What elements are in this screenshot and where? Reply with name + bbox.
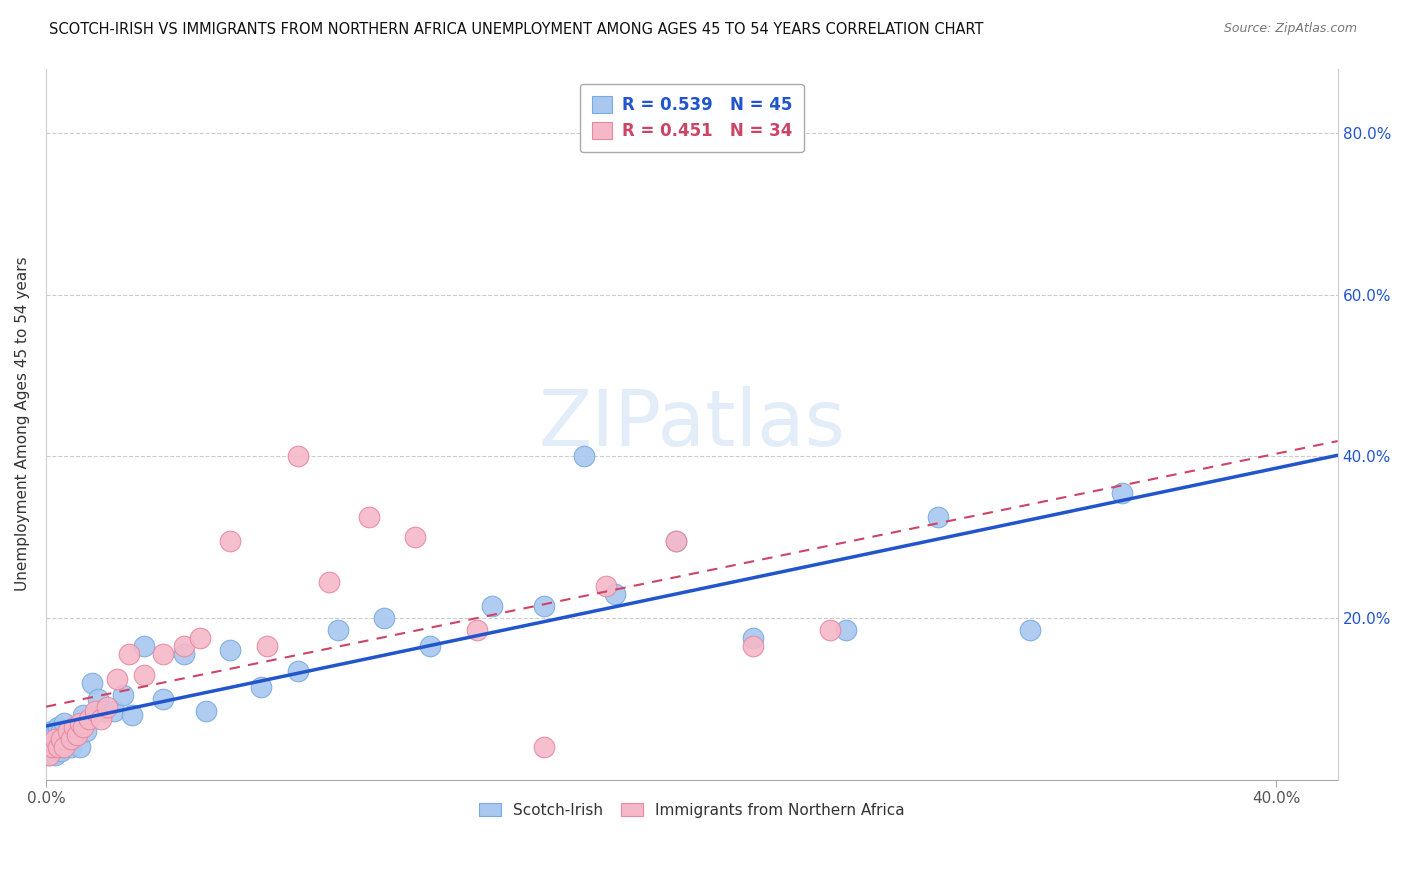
Point — [72, 720, 94, 734]
Point — [481, 599, 503, 613]
Point — [75, 724, 97, 739]
Point — [44, 732, 66, 747]
Point — [38, 748, 60, 763]
Point — [818, 623, 841, 637]
Point — [41, 724, 63, 739]
Point — [87, 691, 110, 706]
Point — [326, 623, 349, 637]
Point — [69, 740, 91, 755]
Point — [188, 631, 211, 645]
Text: ZIPatlas: ZIPatlas — [538, 386, 845, 462]
Text: SCOTCH-IRISH VS IMMIGRANTS FROM NORTHERN AFRICA UNEMPLOYMENT AMONG AGES 45 TO 54: SCOTCH-IRISH VS IMMIGRANTS FROM NORTHERN… — [49, 22, 984, 37]
Point — [103, 704, 125, 718]
Point — [287, 664, 309, 678]
Point — [134, 640, 156, 654]
Point — [53, 716, 76, 731]
Point — [742, 631, 765, 645]
Point — [66, 728, 89, 742]
Point — [572, 450, 595, 464]
Point — [51, 744, 73, 758]
Point — [44, 728, 66, 742]
Y-axis label: Unemployment Among Ages 45 to 54 years: Unemployment Among Ages 45 to 54 years — [15, 257, 30, 591]
Point — [59, 740, 82, 755]
Point — [533, 740, 555, 755]
Point — [62, 720, 84, 734]
Point — [51, 732, 73, 747]
Point — [373, 611, 395, 625]
Point — [96, 699, 118, 714]
Point — [121, 708, 143, 723]
Point — [419, 640, 441, 654]
Point — [84, 704, 107, 718]
Point — [173, 640, 195, 654]
Point — [533, 599, 555, 613]
Point — [742, 640, 765, 654]
Point — [219, 643, 242, 657]
Point — [38, 732, 60, 747]
Point — [66, 724, 89, 739]
Point — [53, 740, 76, 755]
Point — [69, 716, 91, 731]
Point — [53, 740, 76, 755]
Point — [256, 640, 278, 654]
Point — [194, 704, 217, 718]
Point — [927, 510, 949, 524]
Point — [59, 732, 82, 747]
Point — [287, 450, 309, 464]
Point — [38, 748, 60, 763]
Point — [90, 712, 112, 726]
Point — [46, 720, 69, 734]
Point — [1111, 485, 1133, 500]
Point — [318, 574, 340, 589]
Point — [595, 579, 617, 593]
Point — [834, 623, 856, 637]
Point — [72, 708, 94, 723]
Point — [46, 740, 69, 755]
Point — [51, 724, 73, 739]
Point — [152, 648, 174, 662]
Legend: Scotch-Irish, Immigrants from Northern Africa: Scotch-Irish, Immigrants from Northern A… — [471, 795, 912, 825]
Point — [77, 712, 100, 726]
Point — [105, 672, 128, 686]
Point — [250, 680, 273, 694]
Point — [118, 648, 141, 662]
Point — [219, 534, 242, 549]
Point — [44, 748, 66, 763]
Point — [41, 740, 63, 755]
Point — [665, 534, 688, 549]
Point — [1019, 623, 1042, 637]
Point — [56, 724, 79, 739]
Point — [62, 728, 84, 742]
Point — [357, 510, 380, 524]
Point — [111, 688, 134, 702]
Point — [152, 691, 174, 706]
Point — [665, 534, 688, 549]
Text: Source: ZipAtlas.com: Source: ZipAtlas.com — [1223, 22, 1357, 36]
Point — [404, 530, 426, 544]
Point — [134, 667, 156, 681]
Point — [173, 648, 195, 662]
Point — [93, 704, 115, 718]
Point — [41, 740, 63, 755]
Point — [465, 623, 488, 637]
Point — [46, 740, 69, 755]
Point — [603, 587, 626, 601]
Point — [82, 675, 104, 690]
Point — [56, 724, 79, 739]
